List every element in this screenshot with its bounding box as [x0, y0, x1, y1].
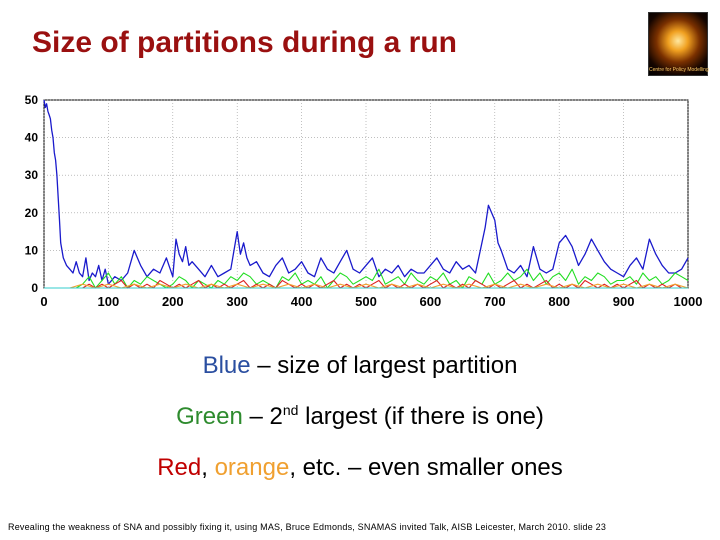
x-tick-label: 0 — [40, 294, 47, 309]
legend-blue-text: – size of largest partition — [250, 352, 518, 379]
legend-orange-word: orange — [214, 454, 290, 481]
x-tick-label: 1000 — [674, 294, 703, 309]
slide-footer: Revealing the weakness of SNA and possib… — [8, 522, 607, 532]
slide-title: Size of partitions during a run — [32, 26, 458, 59]
x-tick-label: 100 — [98, 294, 120, 309]
series-lines — [43, 99, 689, 289]
y-tick-label: 20 — [25, 206, 39, 220]
legend-sep: , — [201, 454, 215, 481]
centre-logo: Centre for Policy Modelling — [648, 12, 709, 76]
logo-caption: Centre for Policy Modelling — [649, 67, 709, 73]
legend-red-orange: Red, orange, etc. – even smaller ones — [0, 454, 720, 482]
y-tick-label: 40 — [25, 131, 39, 145]
grid-lines — [43, 99, 689, 289]
x-tick-label: 400 — [291, 294, 313, 309]
legend-blue: Blue – size of largest partition — [0, 352, 720, 380]
y-tick-label: 30 — [25, 168, 39, 182]
y-tick-label: 0 — [31, 281, 38, 295]
series-green — [44, 268, 689, 289]
partition-size-chart: 0 100 200 300 400 500 600 700 800 900 1000 0 10 20 30 4… — [25, 93, 703, 309]
x-tick-label: 800 — [548, 294, 570, 309]
series-orange — [44, 283, 689, 289]
x-tick-label: 300 — [226, 294, 248, 309]
x-tick-label: 900 — [613, 294, 635, 309]
legend-green-word: Green — [176, 403, 243, 430]
x-tick-label: 200 — [162, 294, 184, 309]
y-tick-label: 50 — [25, 93, 39, 107]
series-blue — [43, 99, 689, 285]
axis-tick-labels: 0 100 200 300 400 500 600 700 800 900 1000 0 10 20 30 4… — [25, 93, 703, 309]
legend-red-word: Red — [157, 454, 202, 481]
x-tick-label: 600 — [420, 294, 442, 309]
legend-red-text: , etc. – even smaller ones — [289, 454, 563, 481]
legend-blue-word: Blue — [202, 352, 251, 379]
x-tick-label: 700 — [484, 294, 506, 309]
y-tick-label: 10 — [25, 243, 39, 257]
legend-green-mid: – 2 — [242, 403, 283, 430]
x-tick-label: 500 — [355, 294, 377, 309]
legend-green-sup: nd — [282, 402, 299, 418]
legend-green: Green – 2nd largest (if there is one) — [0, 402, 720, 431]
legend-green-text: largest (if there is one) — [298, 403, 544, 430]
